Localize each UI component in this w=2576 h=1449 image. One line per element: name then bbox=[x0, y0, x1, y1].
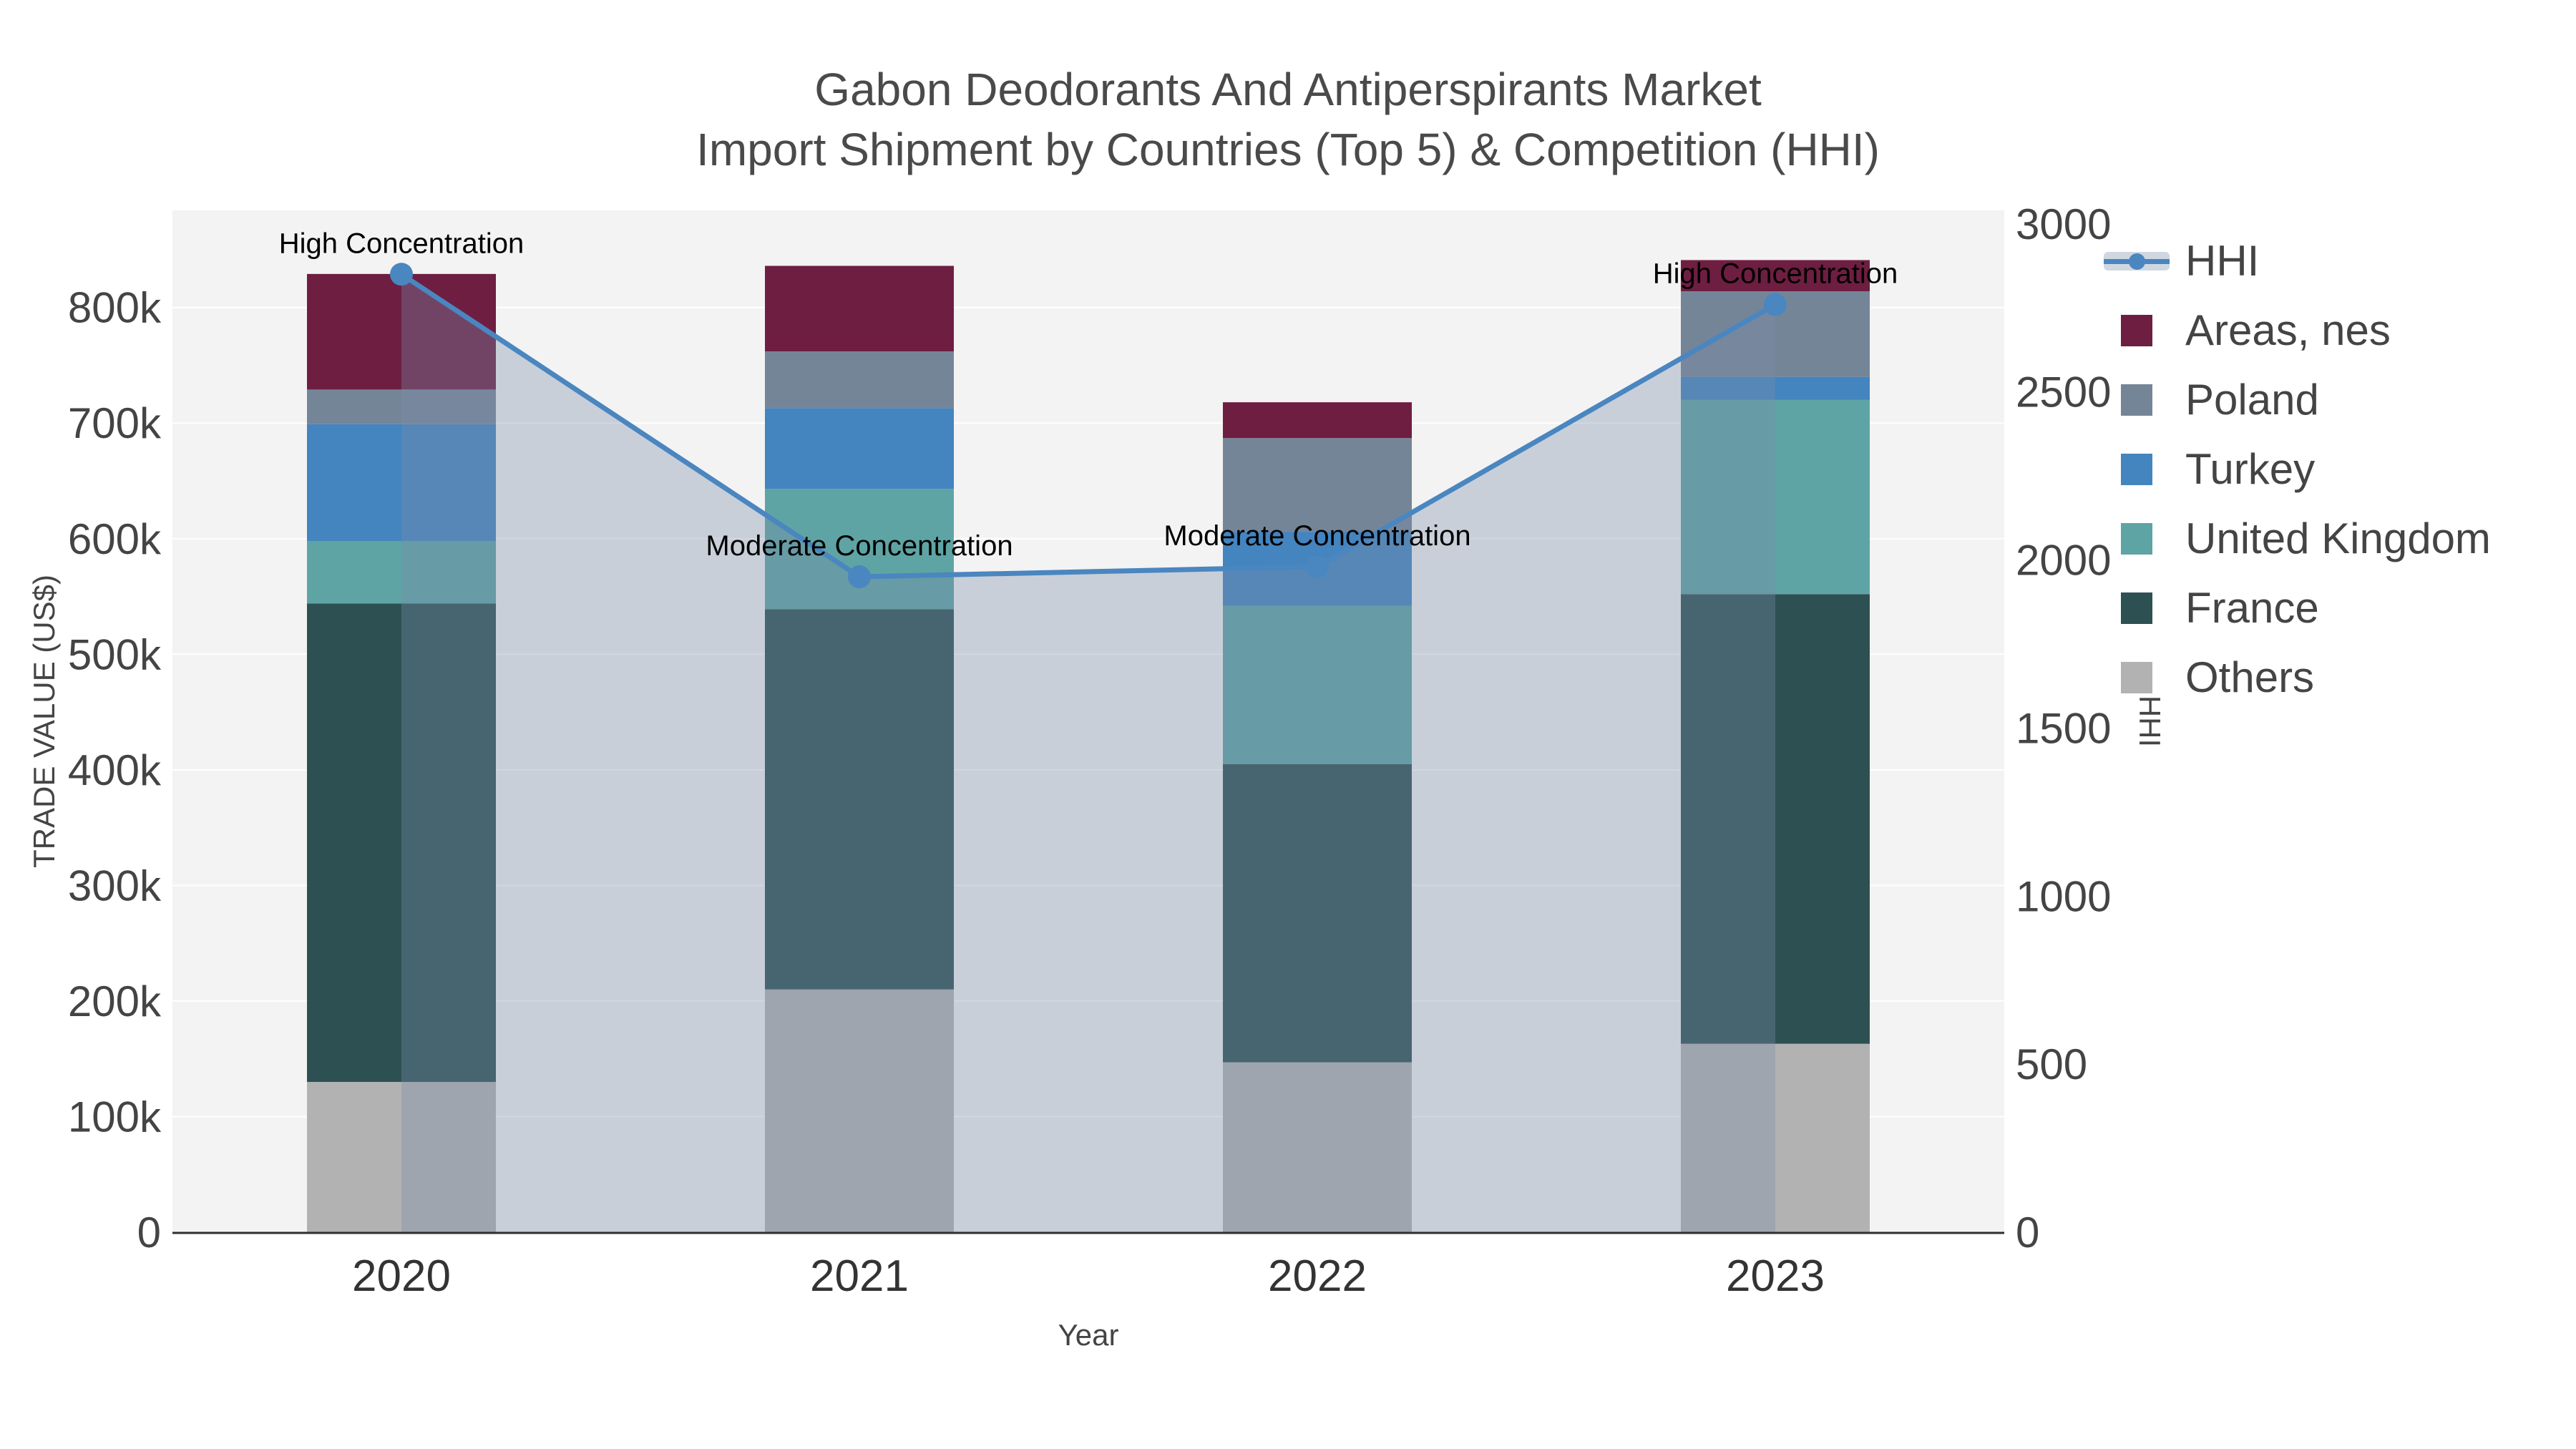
others-swatch-icon bbox=[2121, 661, 2152, 693]
chart-title-line2: Import Shipment by Countries (Top 5) & C… bbox=[696, 124, 1880, 175]
areas-nes-swatch-icon bbox=[2121, 314, 2152, 346]
bar-segment-areas_nes-2022 bbox=[1223, 402, 1412, 439]
x-tick-label-2020: 2020 bbox=[352, 1252, 451, 1301]
y-right-tick-label: 500 bbox=[2016, 1040, 2087, 1088]
x-axis-title: Year bbox=[1058, 1318, 1119, 1352]
y-right-tick-label: 2500 bbox=[2016, 369, 2111, 416]
bar-segment-turkey-2021 bbox=[765, 408, 954, 489]
legend-label-poland: Poland bbox=[2185, 376, 2319, 424]
annotation-2023: High Concentration bbox=[1653, 258, 1898, 290]
bar-segment-united_kingdom-2023 bbox=[1681, 399, 1870, 595]
hhi-marker-2023 bbox=[1764, 293, 1787, 316]
france-swatch-icon bbox=[2121, 592, 2152, 624]
bar-segment-others-2022 bbox=[1223, 1062, 1412, 1232]
turkey-swatch-icon bbox=[2121, 453, 2152, 485]
hhi-area-fill bbox=[401, 274, 1775, 1232]
bar-segment-france-2023 bbox=[1681, 594, 1870, 1044]
bar-segment-france-2021 bbox=[765, 609, 954, 990]
legend-item-france[interactable]: France bbox=[2102, 573, 2491, 643]
y-right-tick-label: 1000 bbox=[2016, 872, 2111, 920]
legend-item-poland[interactable]: Poland bbox=[2102, 365, 2491, 434]
legend-label-united-kingdom: United Kingdom bbox=[2185, 514, 2491, 562]
bar-segment-areas_nes-2021 bbox=[765, 265, 954, 352]
hhi-marker-2020 bbox=[390, 263, 413, 286]
legend-item-areas-nes[interactable]: Areas, nes bbox=[2102, 296, 2491, 365]
bar-segment-poland-2022 bbox=[1223, 438, 1412, 532]
y-left-tick-label: 300k bbox=[68, 862, 162, 909]
chart-title-line1: Gabon Deodorants And Antiperspirants Mar… bbox=[814, 64, 1762, 115]
bar-segment-others-2021 bbox=[765, 989, 954, 1232]
y-left-tick-label: 600k bbox=[68, 515, 162, 563]
annotation-2022: Moderate Concentration bbox=[1163, 520, 1470, 552]
legend-item-turkey[interactable]: Turkey bbox=[2102, 434, 2491, 504]
hhi-marker-2022 bbox=[1306, 555, 1329, 578]
bar-segment-poland-2020 bbox=[307, 389, 496, 424]
legend-label-others: Others bbox=[2185, 653, 2315, 701]
bar-segment-others-2020 bbox=[307, 1082, 496, 1232]
hhi-line-swatch-icon bbox=[2104, 245, 2170, 277]
bar-segment-areas_nes-2023 bbox=[1681, 260, 1870, 292]
legend-label-areas-nes: Areas, nes bbox=[2185, 306, 2391, 354]
bar-segment-united_kingdom-2022 bbox=[1223, 605, 1412, 764]
bar-segment-united_kingdom-2021 bbox=[765, 489, 954, 610]
annotation-2020: High Concentration bbox=[279, 228, 524, 259]
y-left-tick-label: 800k bbox=[68, 284, 162, 332]
bar-segment-others-2023 bbox=[1681, 1043, 1870, 1232]
y-left-tick-label: 700k bbox=[68, 399, 162, 447]
y-left-tick-label: 200k bbox=[68, 977, 162, 1025]
legend-item-hhi[interactable]: HHI bbox=[2102, 226, 2491, 296]
united-kingdom-swatch-icon bbox=[2121, 522, 2152, 555]
y-right-tick-label: 2000 bbox=[2016, 537, 2111, 585]
hhi-marker-2021 bbox=[848, 565, 871, 589]
y-left-tick-label: 100k bbox=[68, 1093, 162, 1141]
legend-label-turkey: Turkey bbox=[2185, 445, 2316, 493]
hhi-line bbox=[400, 272, 1777, 580]
bar-segment-poland-2021 bbox=[765, 351, 954, 409]
bar-segment-france-2020 bbox=[307, 603, 496, 1082]
x-tick-label-2022: 2022 bbox=[1268, 1252, 1367, 1301]
poland-swatch-icon bbox=[2121, 384, 2152, 416]
legend-item-others[interactable]: Others bbox=[2102, 643, 2491, 712]
bar-segment-united_kingdom-2020 bbox=[307, 541, 496, 604]
bar-segment-turkey-2023 bbox=[1681, 376, 1870, 400]
bar-segment-turkey-2020 bbox=[307, 424, 496, 541]
x-tick-label-2023: 2023 bbox=[1726, 1252, 1825, 1301]
y-right-tick-label: 0 bbox=[2016, 1209, 2039, 1257]
y-left-tick-label: 500k bbox=[68, 630, 162, 678]
y-right-tick-label: 1500 bbox=[2016, 704, 2111, 752]
legend-label-hhi: HHI bbox=[2185, 237, 2260, 285]
bar-segment-areas_nes-2020 bbox=[307, 273, 496, 390]
annotation-2021: Moderate Concentration bbox=[706, 530, 1013, 562]
bar-segment-france-2022 bbox=[1223, 763, 1412, 1063]
legend-label-france: France bbox=[2185, 584, 2319, 632]
y-right-tick-label: 3000 bbox=[2016, 200, 2111, 248]
legend: HHI Areas, nes Poland Turkey United King… bbox=[2102, 226, 2491, 712]
y-axis-title-left: TRADE VALUE (US$) bbox=[27, 575, 61, 868]
legend-item-united-kingdom[interactable]: United Kingdom bbox=[2102, 504, 2491, 573]
x-tick-label-2021: 2021 bbox=[810, 1252, 909, 1301]
y-left-tick-label: 0 bbox=[137, 1209, 161, 1257]
y-left-tick-label: 400k bbox=[68, 746, 162, 794]
